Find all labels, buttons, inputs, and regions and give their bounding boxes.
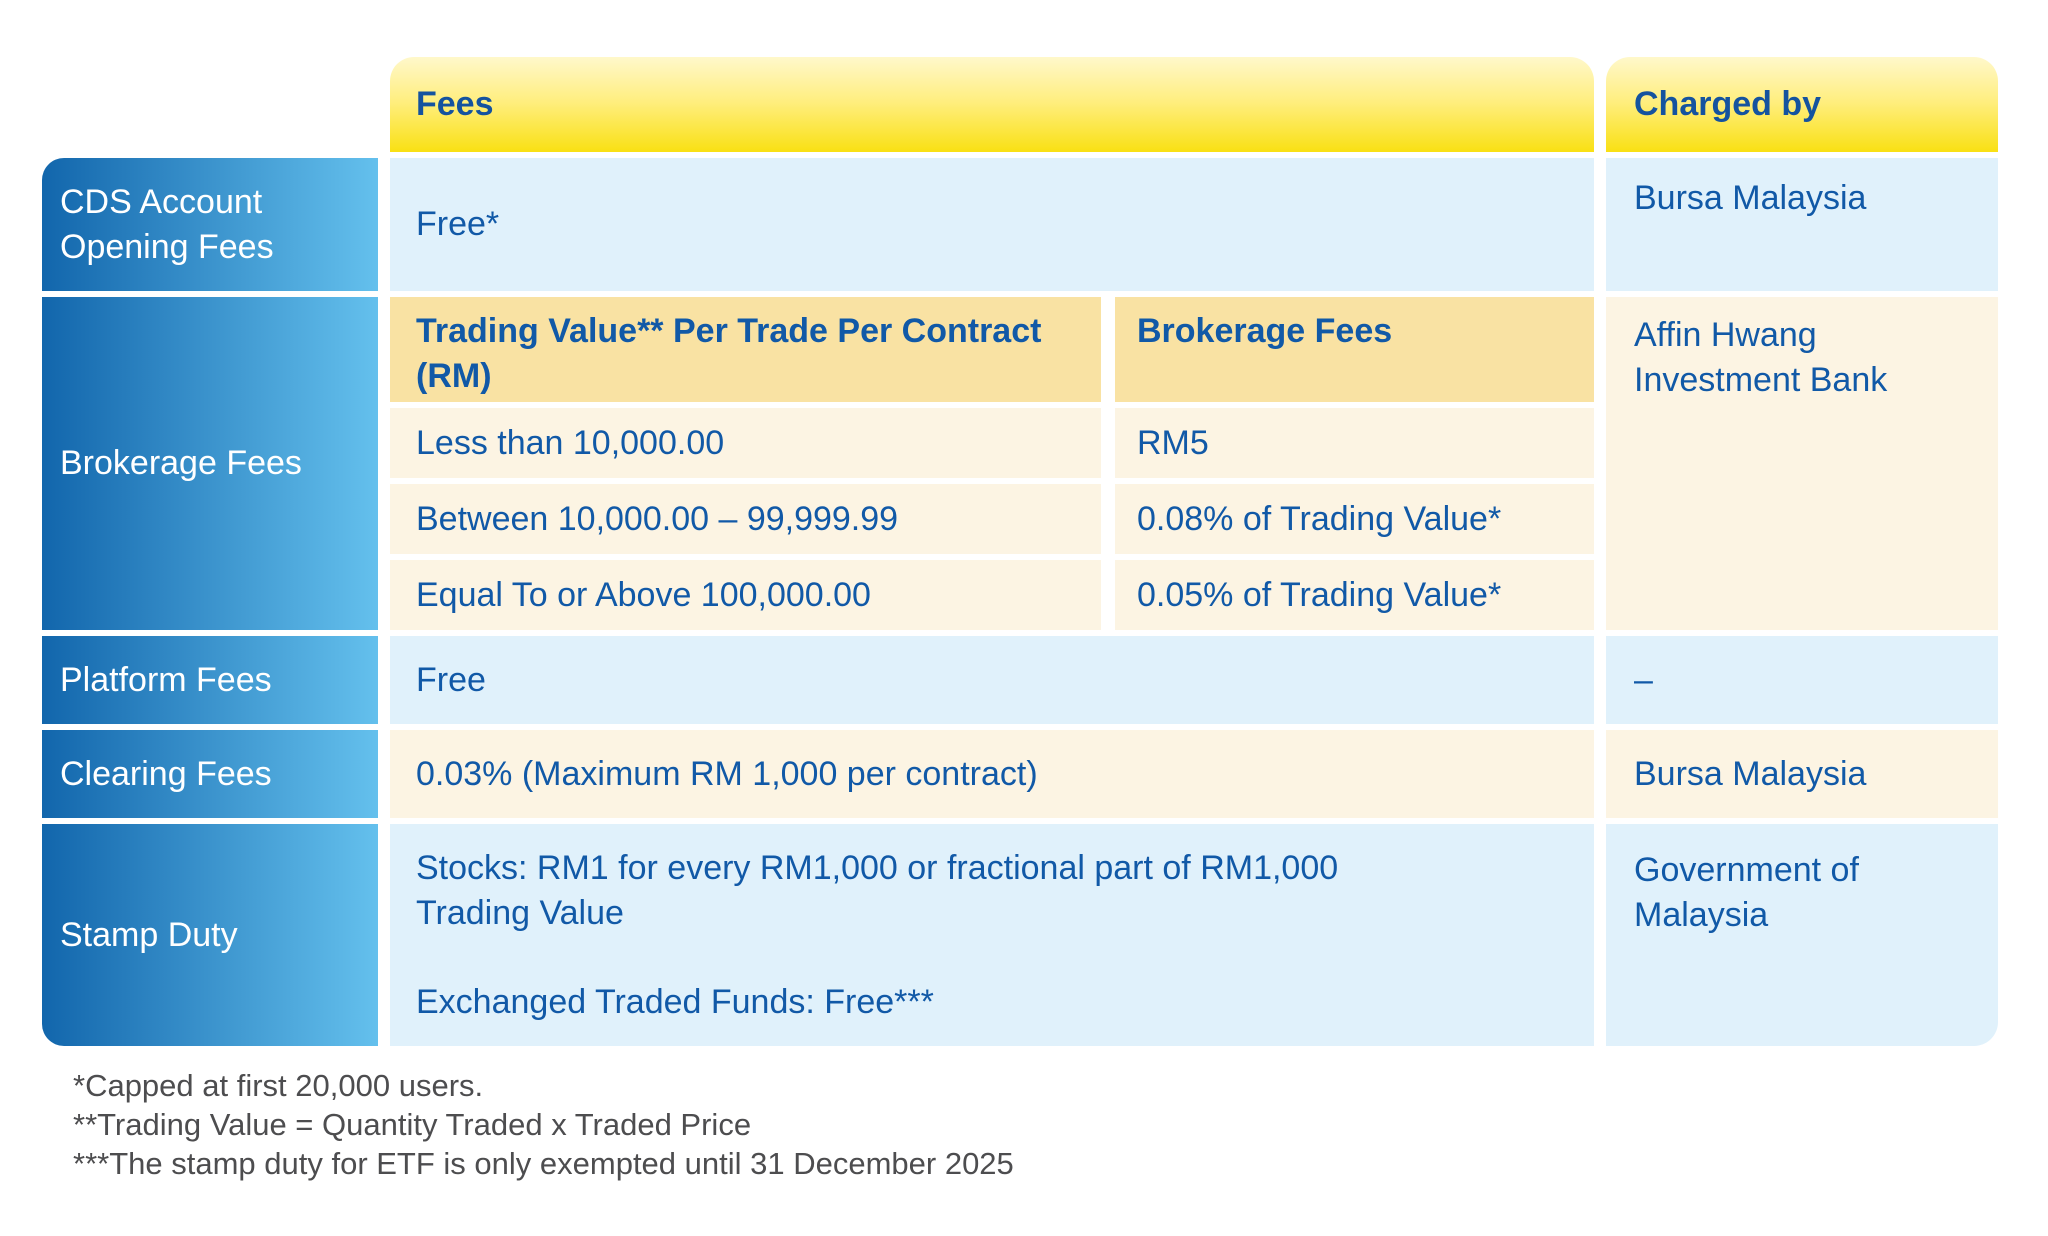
footnotes: *Capped at first 20,000 users. **Trading… [73,1066,1014,1183]
brokerage-tier-fee: 0.08% of Trading Value* [1137,499,1502,538]
row-label-platform-text: Platform Fees [60,660,272,699]
row-label-brokerage-fees: Brokerage Fees [42,297,378,630]
clearing-charged-by-value: Bursa Malaysia [1634,755,1867,793]
stamp-duty-etf-line: Exchanged Traded Funds: Free*** [416,983,934,1021]
fees-column-header: Fees [390,57,1594,152]
brokerage-charged-by-value: Affin Hwang Investment Bank [1634,316,1888,399]
footnote-trading-value-definition: **Trading Value = Quantity Traded x Trad… [73,1107,752,1142]
row-label-clearing-fees: Clearing Fees [42,730,378,818]
row-label-stamp-duty: Stamp Duty [42,824,378,1046]
row-label-stamp-text: Stamp Duty [60,915,238,954]
row-label-clearing-text: Clearing Fees [60,754,272,793]
stamp-duty-stocks-line: Stocks: RM1 for every RM1,000 or fractio… [416,849,1339,932]
brokerage-tier-range: Equal To or Above 100,000.00 [416,575,871,614]
platform-charged-by-cell: – [1606,636,1998,724]
charged-by-column-header-label: Charged by [1634,85,1822,123]
brokerage-tier-fee: 0.05% of Trading Value* [1137,575,1502,614]
charged-by-column-header: Charged by [1606,57,1998,152]
brokerage-charged-by-cell: Affin Hwang Investment Bank [1606,297,1998,630]
brokerage-tier-row: 0.05% of Trading Value* [1115,560,1594,630]
brokerage-subheader-trading-value: Trading Value** Per Trade Per Contract (… [390,297,1101,402]
clearing-fee-value: 0.03% (Maximum RM 1,000 per contract) [416,754,1038,793]
fees-column-header-label: Fees [416,85,494,123]
footnote-capped-users: *Capped at first 20,000 users. [73,1068,484,1103]
brokerage-subheader-brokerage-fees: Brokerage Fees [1115,297,1594,402]
cds-fee-value: Free* [416,205,500,243]
brokerage-tier-range: Between 10,000.00 – 99,999.99 [416,499,899,538]
brokerage-tier-row: Equal To or Above 100,000.00 [390,560,1101,630]
row-label-cds-text: CDS Account Opening Fees [60,182,274,266]
clearing-fee-cell: 0.03% (Maximum RM 1,000 per contract) [390,730,1594,818]
brokerage-fees-subtable: Trading Value** Per Trade Per Contract (… [390,297,1594,630]
brokerage-tier-row: RM5 [1115,408,1594,478]
brokerage-tier-row: Less than 10,000.00 [390,408,1101,478]
stamp-duty-fee-cell: Stocks: RM1 for every RM1,000 or fractio… [390,824,1594,1046]
brokerage-tier-range: Less than 10,000.00 [416,423,725,462]
cds-charged-by-cell: Bursa Malaysia [1606,158,1998,291]
cds-charged-by-value: Bursa Malaysia [1634,179,1867,217]
cds-fee-cell: Free* [390,158,1594,291]
brokerage-tier-row: Between 10,000.00 – 99,999.99 [390,484,1101,554]
stamp-duty-charged-by-cell: Government of Malaysia [1606,824,1998,1046]
row-label-platform-fees: Platform Fees [42,636,378,724]
brokerage-tier-fee: RM5 [1137,423,1209,462]
clearing-charged-by-cell: Bursa Malaysia [1606,730,1998,818]
row-label-cds-account-opening-fees: CDS Account Opening Fees [42,158,378,291]
stamp-duty-charged-by-value: Government of Malaysia [1634,851,1859,934]
footnote-etf-stamp-duty-exemption: ***The stamp duty for ETF is only exempt… [73,1146,1014,1181]
fees-table: Fees Charged by CDS Account Opening Fees… [42,57,1998,1046]
platform-charged-by-value: – [1634,660,1653,699]
row-label-brokerage-text: Brokerage Fees [60,444,302,482]
platform-fee-cell: Free [390,636,1594,724]
platform-fee-value: Free [416,660,486,699]
brokerage-tier-row: 0.08% of Trading Value* [1115,484,1594,554]
